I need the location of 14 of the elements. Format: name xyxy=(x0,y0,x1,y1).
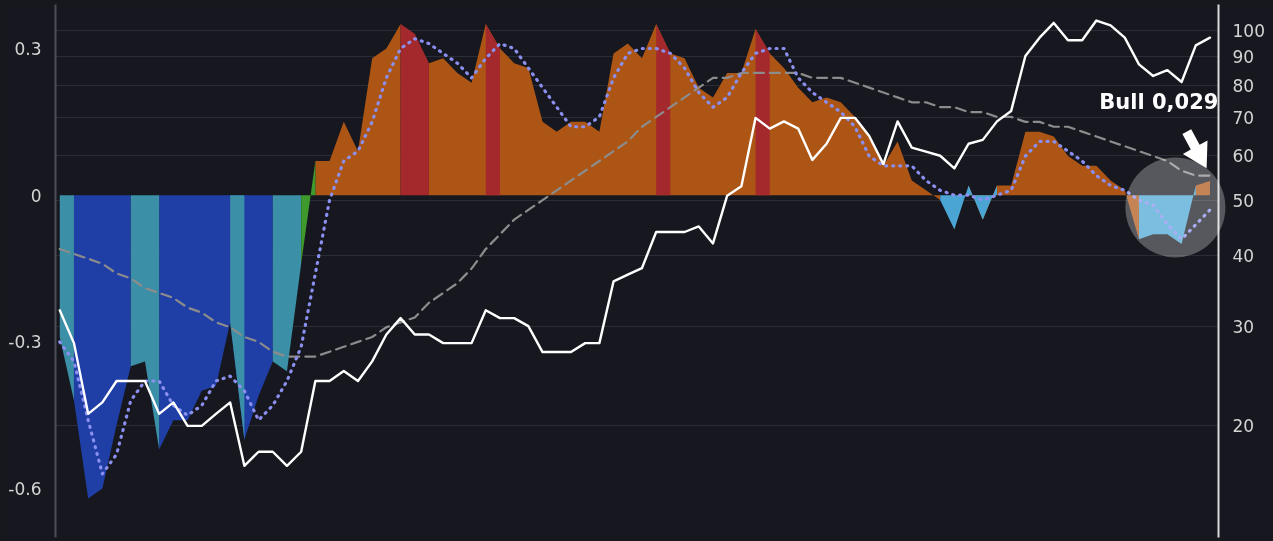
y-tick-label: 0.3 xyxy=(14,39,42,60)
y-tick-label: 0 xyxy=(30,185,42,206)
y2-tick-label: 80 xyxy=(1232,75,1255,96)
y2-tick-label: 100 xyxy=(1232,20,1265,41)
y-tick-label: -0.6 xyxy=(8,479,42,500)
y2-tick-label: 90 xyxy=(1232,46,1255,67)
y2-tick-label: 70 xyxy=(1232,108,1255,129)
annotation: Bull 0,029 xyxy=(1099,90,1219,115)
y2-tick-label: 50 xyxy=(1232,191,1255,212)
y2-tick-label: 20 xyxy=(1232,416,1255,437)
y2-tick-label: 30 xyxy=(1232,316,1255,337)
y-tick-label: -0.3 xyxy=(8,332,42,353)
y2-tick-label: 40 xyxy=(1232,245,1255,266)
y2-tick-label: 60 xyxy=(1232,146,1255,167)
